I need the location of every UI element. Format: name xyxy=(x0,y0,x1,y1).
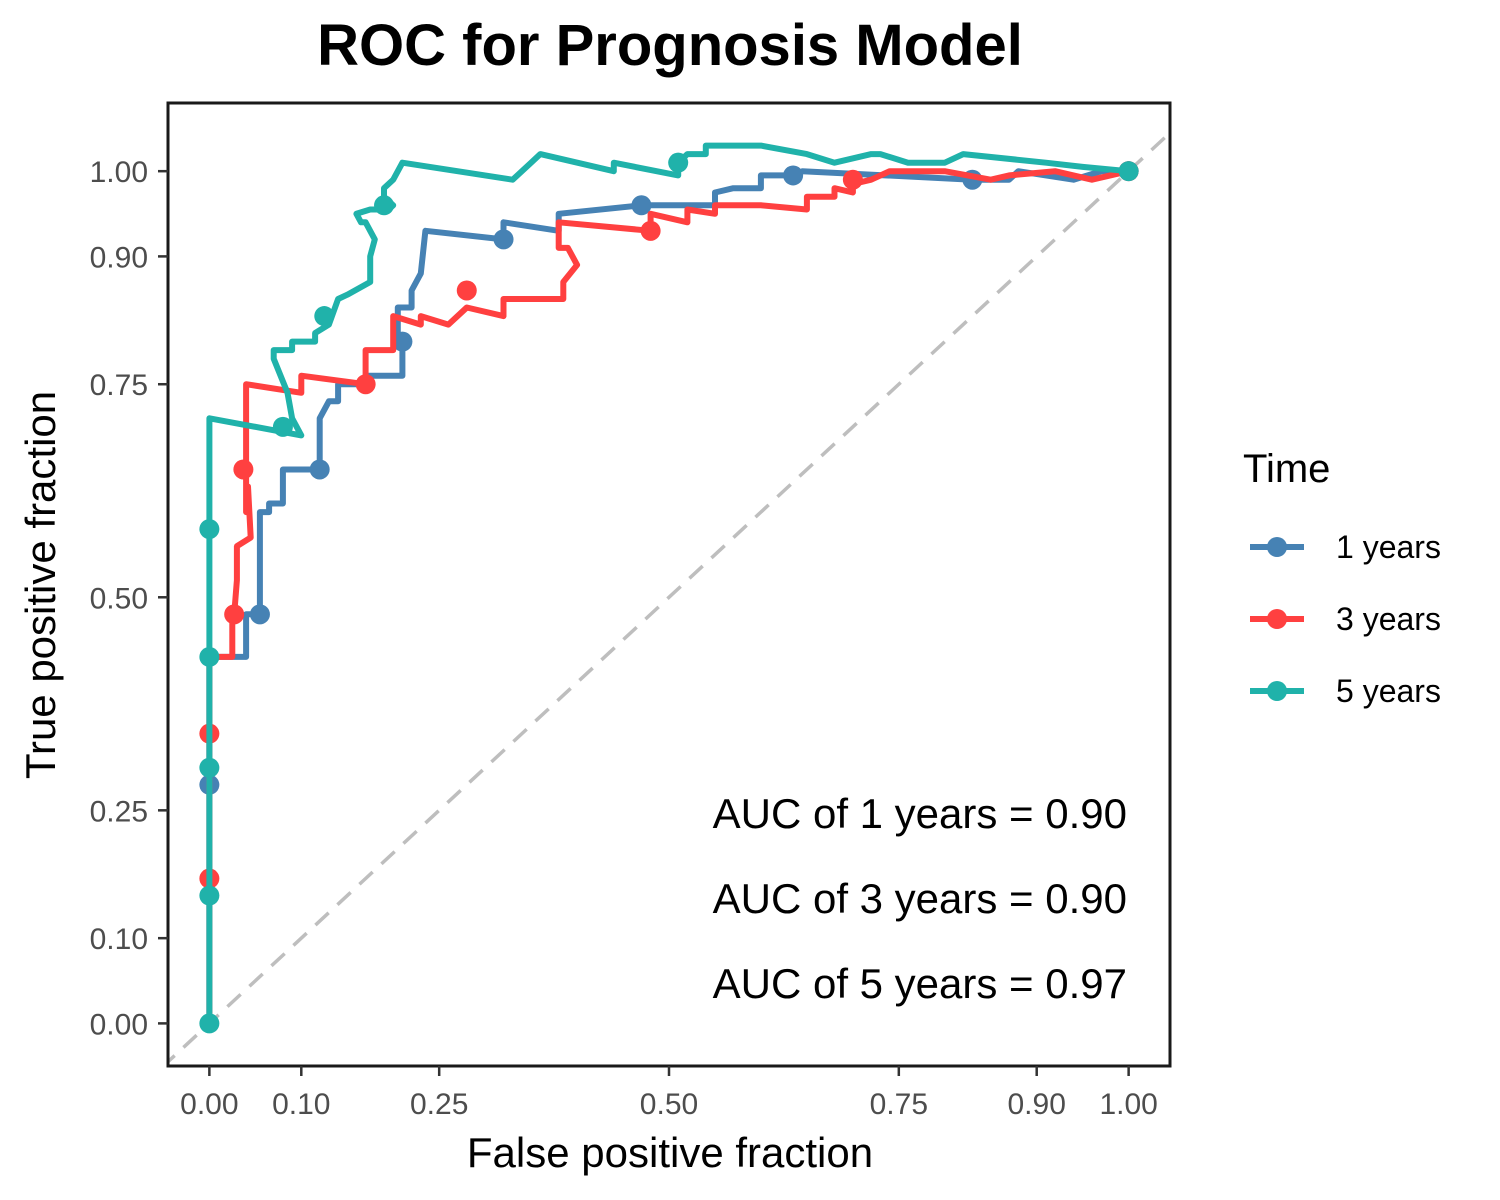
series-1-point-6 xyxy=(631,195,652,216)
series-2 xyxy=(199,161,1139,1027)
x-tick-label: 0.10 xyxy=(272,1088,330,1121)
series-1-point-3 xyxy=(309,459,330,480)
x-tick-label: 0.90 xyxy=(1008,1088,1066,1121)
series-2-point-4 xyxy=(233,459,254,480)
y-tick-label: 0.90 xyxy=(90,241,148,274)
series-1-point-4 xyxy=(392,331,413,352)
series-1-point-2 xyxy=(249,604,270,625)
legend-label-1: 1 years xyxy=(1336,529,1441,565)
auc-annotation-3: AUC of 5 years = 0.97 xyxy=(713,960,1127,1007)
y-tick-label: 1.00 xyxy=(90,156,148,189)
series-3-point-4 xyxy=(199,646,220,667)
series-line-2 xyxy=(206,168,1132,1027)
x-tick-label: 0.75 xyxy=(870,1088,928,1121)
series-3-point-8 xyxy=(374,195,395,216)
series-2-point-8 xyxy=(842,169,863,190)
series-2-point-3 xyxy=(224,604,245,625)
auc-annotations: AUC of 1 years = 0.90 AUC of 3 years = 0.… xyxy=(713,790,1127,1007)
series-2-point-5 xyxy=(355,374,376,395)
series-2-point-7 xyxy=(640,220,661,241)
legend-key-point-2 xyxy=(1267,609,1287,629)
series-2-point-6 xyxy=(456,280,477,301)
series-3-point-6 xyxy=(272,416,293,437)
series-3-point-9 xyxy=(668,152,689,173)
y-axis-title: True positive fraction xyxy=(17,391,64,779)
series-3-point-5 xyxy=(199,519,220,540)
plot-inner xyxy=(168,130,1170,1065)
y-tick-label: 0.10 xyxy=(90,923,148,956)
legend-label-3: 5 years xyxy=(1336,673,1441,709)
x-tick-label: 0.00 xyxy=(180,1088,238,1121)
legend: Time 1 years 3 years 5 years xyxy=(1243,447,1441,709)
auc-annotation-2: AUC of 3 years = 0.90 xyxy=(713,875,1127,922)
y-tick-label: 0.00 xyxy=(90,1008,148,1041)
chart-title: ROC for Prognosis Model xyxy=(317,13,1023,78)
series-3-point-2 xyxy=(199,885,220,906)
legend-key-point-1 xyxy=(1267,537,1287,557)
series-3-point-10 xyxy=(1118,161,1139,182)
series-1-point-5 xyxy=(493,229,514,250)
plot-area: 0.00 0.10 0.25 0.50 0.75 0.90 1.00 0.00 0.10 0.25… xyxy=(90,101,1172,1121)
legend-key-point-3 xyxy=(1267,681,1287,701)
reference-diagonal xyxy=(168,130,1170,1065)
series-3-point-7 xyxy=(314,306,335,327)
x-tick-label: 0.50 xyxy=(640,1088,698,1121)
series-1-point-7 xyxy=(783,165,804,186)
legend-label-2: 3 years xyxy=(1336,601,1441,637)
x-tick-label: 1.00 xyxy=(1099,1088,1157,1121)
x-axis-title: False positive fraction xyxy=(467,1129,873,1176)
y-tick-label: 0.50 xyxy=(90,582,148,615)
y-tick-label: 0.75 xyxy=(90,369,148,402)
series-3-point-3 xyxy=(199,757,220,778)
series-3-point-1 xyxy=(199,1013,220,1034)
auc-annotation-1: AUC of 1 years = 0.90 xyxy=(713,790,1127,837)
x-tick-label: 0.25 xyxy=(410,1088,468,1121)
y-tick-label: 0.25 xyxy=(90,795,148,828)
series-3 xyxy=(199,142,1139,1034)
legend-title: Time xyxy=(1243,447,1330,491)
